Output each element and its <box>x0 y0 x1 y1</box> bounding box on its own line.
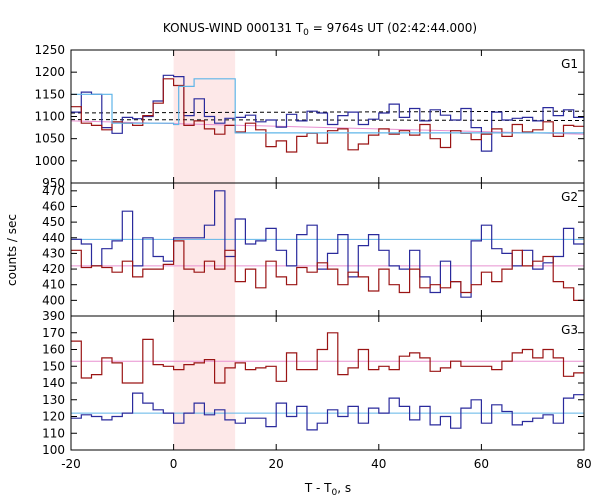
x-axis-label-subscript: 0 <box>332 488 338 498</box>
y-tick-label: 120 <box>42 410 65 424</box>
y-tick-label: 440 <box>42 231 65 245</box>
series-red-series-g2 <box>71 240 584 301</box>
y-axis-label: counts / sec <box>5 214 19 286</box>
y-tick-label: 950 <box>42 176 65 190</box>
series-blue-series-g1 <box>71 74 584 152</box>
chart-title: KONUS-WIND 000131 T0 = 9764s UT (02:42:4… <box>163 21 477 38</box>
y-tick-label: 140 <box>42 376 65 390</box>
series-cyan-series-g1 <box>71 78 584 134</box>
panel-g1: 950 1000 1050 1100 1150 1200 1250 G1 <box>34 43 585 190</box>
panel-plot-g3 <box>71 332 584 431</box>
y-tick-label: 1150 <box>34 87 65 101</box>
y-tick-label: 1100 <box>34 110 65 124</box>
plot-area: 950100010501100115012001250G139040041042… <box>34 43 591 471</box>
x-tick-label: 60 <box>474 457 489 471</box>
y-tick-label: 160 <box>42 343 65 357</box>
chart-title-rest: = 9764s UT (02:42:44.000) <box>309 21 477 35</box>
series-red-series-g3 <box>71 332 584 384</box>
y-tick-label: 390 <box>42 309 65 323</box>
panel-plot-g2 <box>71 190 584 301</box>
chart-title-subscript: 0 <box>303 28 309 38</box>
panel-label: G3 <box>561 323 578 337</box>
y-tick-label: 430 <box>42 246 65 260</box>
y-tick-label: 460 <box>42 199 65 213</box>
x-tick-label: 20 <box>269 457 284 471</box>
x-axis-label: T - T0, s <box>304 481 351 498</box>
x-axis-label-main: T - T <box>304 481 332 495</box>
panel-g3: 100 110 120 130 140 150 160 170 G3 <box>42 315 585 457</box>
y-tick-label: 110 <box>42 426 65 440</box>
series-red-series-g1 <box>71 78 584 153</box>
chart-title-main: KONUS-WIND 000131 T <box>163 21 304 35</box>
y-tick-label: 1200 <box>34 65 65 79</box>
x-tick-label: -20 <box>61 457 81 471</box>
x-tick-label: 0 <box>170 457 178 471</box>
y-tick-label: 450 <box>42 215 65 229</box>
y-tick-label: 1050 <box>34 132 65 146</box>
y-tick-label: 150 <box>42 359 65 373</box>
reference-line-g1-0 <box>71 110 584 114</box>
y-tick-label: 130 <box>42 393 65 407</box>
series-blue-series-g2 <box>71 190 584 298</box>
x-tick-label: 40 <box>371 457 386 471</box>
panel-label: G1 <box>561 57 578 71</box>
reference-line-g1-1 <box>71 119 584 121</box>
y-tick-label: 1250 <box>34 43 65 57</box>
y-tick-label: 1000 <box>34 154 65 168</box>
series-blue-series-g3 <box>71 392 584 431</box>
panel-frame <box>70 182 585 317</box>
y-tick-label: 170 <box>42 326 65 340</box>
y-tick-label: 420 <box>42 262 65 276</box>
y-tick-label: 100 <box>42 443 65 457</box>
panel-label: G2 <box>561 190 578 204</box>
y-tick-label: 470 <box>42 184 65 198</box>
panel-plot-g1 <box>71 74 584 153</box>
x-axis-label-rest: , s <box>337 481 351 495</box>
y-tick-label: 400 <box>42 293 65 307</box>
y-tick-label: 410 <box>42 278 65 292</box>
x-tick-label: 80 <box>576 457 591 471</box>
